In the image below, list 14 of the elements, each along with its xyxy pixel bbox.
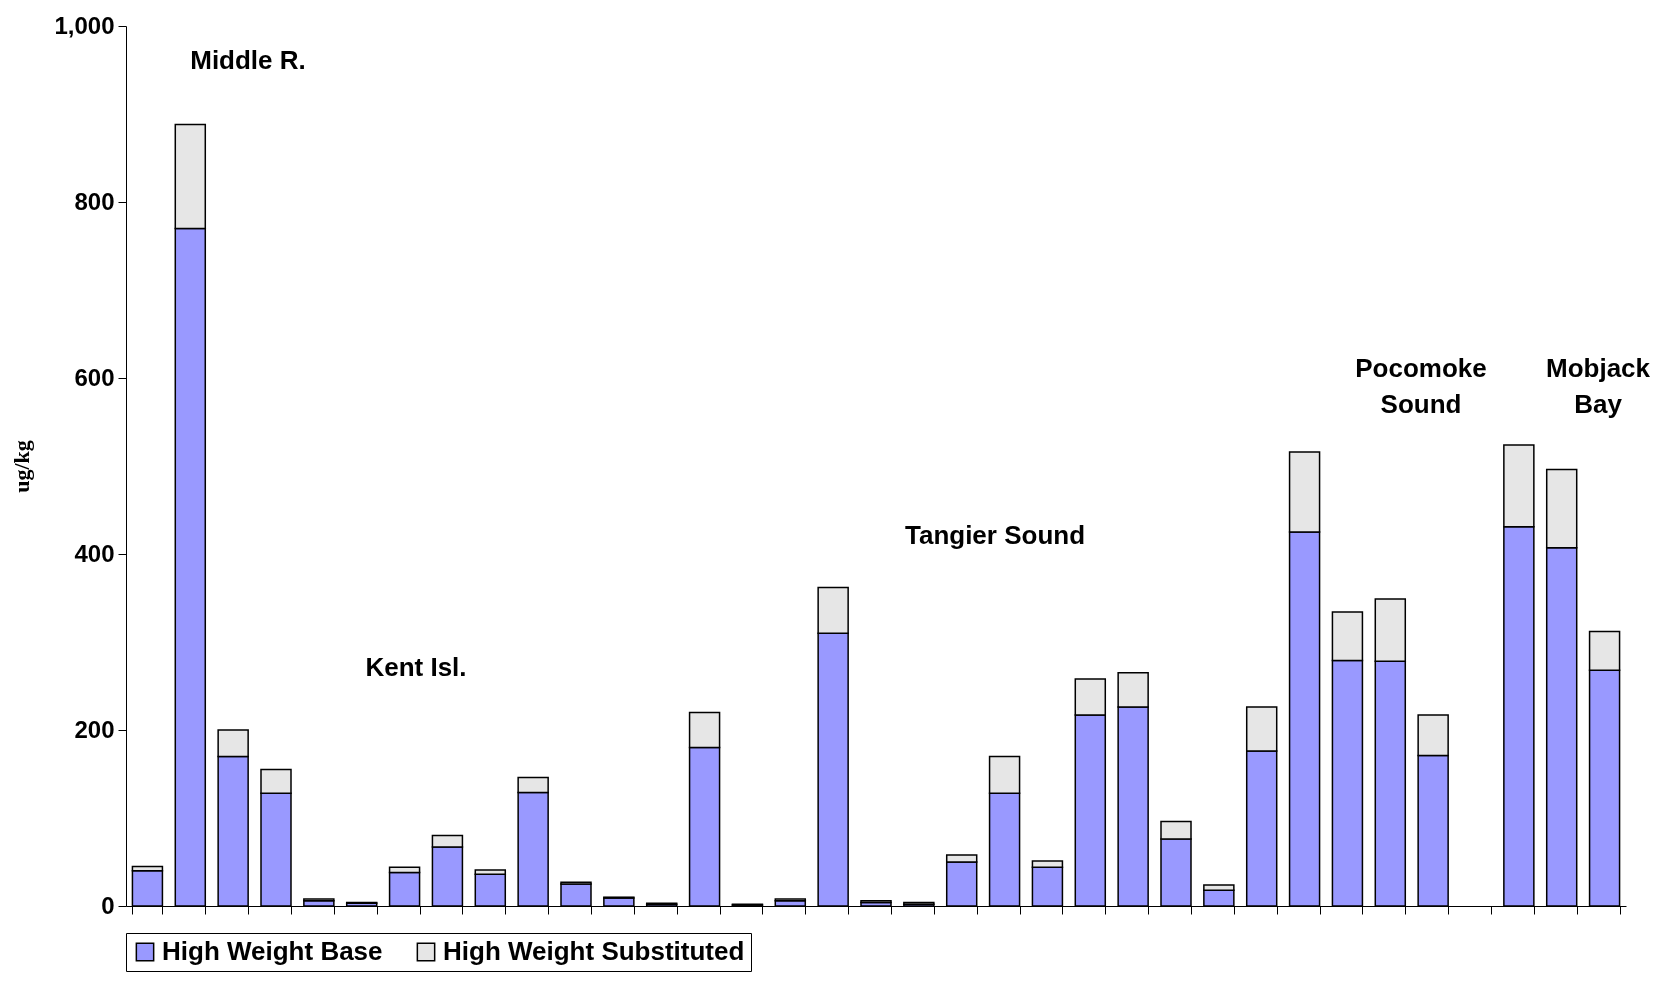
- annotation: Pocomoke Sound: [1355, 353, 1487, 419]
- legend-label: High Weight Substituted: [443, 936, 745, 966]
- annotation: Middle R.: [190, 45, 306, 75]
- y-tick-label: 600: [74, 363, 115, 391]
- y-axis-title: ug/kg: [9, 440, 35, 493]
- annotation: Tangier Sound: [904, 520, 1086, 551]
- y-tick-label: 1,000: [54, 11, 115, 39]
- y-tick-label: 800: [74, 187, 115, 215]
- y-tick-label: 400: [74, 539, 115, 567]
- y-tick-label: 200: [74, 715, 115, 743]
- annotation: Mobjack Bay: [1545, 353, 1651, 419]
- legend-label: High Weight Base: [162, 936, 383, 966]
- y-tick-label: 0: [101, 891, 115, 919]
- annotation: Kent Isl.: [365, 652, 467, 683]
